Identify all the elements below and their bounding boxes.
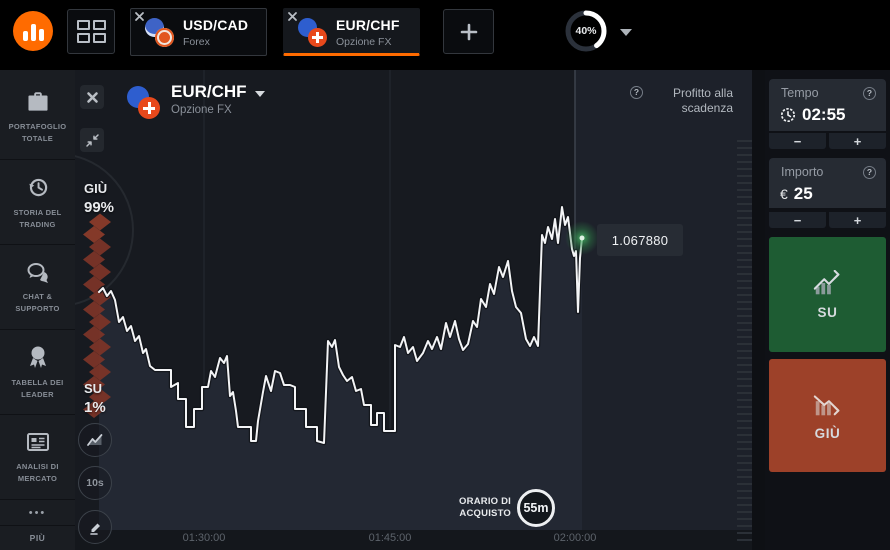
tempo-box[interactable]: Tempo ? 02:55 [769,79,886,131]
sentiment-up-label: SU [84,381,103,396]
tempo-plus-button[interactable]: + [829,133,886,149]
gauge-dropdown-icon[interactable] [620,29,632,36]
importo-plus-button[interactable]: + [829,212,886,228]
profit-note-text: Profitto alla scadenza [672,86,733,115]
sidebar-item-portafoglio[interactable]: PORTAFOGLIO TOTALE [0,75,75,160]
purchase-time-label: ORARIO DI ACQUISTO [459,495,511,519]
chart-scale-handle[interactable] [737,140,752,545]
sidebar-item-label: ANALISI DI MERCATO [16,462,59,483]
chart-area: 01:30:00 01:45:00 02:00:00 EUR/CHF Opzio… [75,70,765,550]
chat-icon [27,263,48,284]
tempo-label: Tempo [781,86,819,100]
sidebar: PORTAFOGLIO TOTALE STORIA DEL TRADING CH… [0,70,75,550]
trend-up-icon [813,269,839,294]
sidebar-item-label: CHAT & SUPPORTO [15,292,60,313]
tab-subtitle: Opzione FX [336,36,392,48]
chart-type-button[interactable] [78,423,112,457]
sidebar-item-label: STORIA DEL TRADING [13,208,62,229]
tab-title: USD/CAD [183,17,249,33]
close-tab-icon[interactable] [134,11,145,22]
profit-note: ? Profitto alla scadenza [630,86,733,116]
pair-selector[interactable]: EUR/CHF [171,82,265,102]
top-bar: USD/CAD Forex EUR/CHF Opzione FX 40% [0,0,890,70]
instrument-type-label: Opzione FX [171,104,232,116]
timeframe-button[interactable]: 10s [78,466,112,500]
time-tick: 02:00:00 [553,532,597,544]
sidebar-item-label: PORTAFOGLIO TOTALE [8,122,67,143]
sentiment-up: SU 1% [84,380,106,418]
importo-minus-button[interactable]: − [769,212,826,228]
gauge-ring-icon [565,10,607,52]
history-icon [28,179,47,197]
sidebar-item-storia[interactable]: STORIA DEL TRADING [0,160,75,245]
eurchf-flag-icon [127,86,161,120]
asset-tab-eurchf[interactable]: EUR/CHF Opzione FX [283,8,420,56]
sentiment-down: GIÙ 99% [84,180,114,218]
clock-icon [780,107,796,123]
help-icon[interactable]: ? [863,86,876,100]
briefcase-icon [27,92,48,111]
buy-down-button[interactable]: GIÙ [769,359,886,472]
importo-value: 25 [793,184,813,203]
chevron-down-icon [254,90,265,97]
purchase-time-marker: ORARIO DI ACQUISTO 55m [427,489,555,527]
time-tick: 01:30:00 [182,532,226,544]
sentiment-down-label: GIÙ [84,181,108,196]
trend-down-icon [813,394,839,415]
usdcad-flag-icon [145,18,175,48]
purchase-time-badge: 55m [517,489,555,527]
price-chart[interactable] [75,70,765,550]
sidebar-item-leader[interactable]: TABELLA DEI LEADER [0,330,75,415]
layout-grid-button[interactable] [67,9,115,54]
time-tick: 01:45:00 [368,532,412,544]
current-price-tag: 1.067880 [597,224,683,256]
help-icon[interactable]: ? [630,86,643,99]
importo-label: Importo [781,165,824,179]
close-tab-icon[interactable] [287,11,298,22]
importo-stepper: − + [769,212,886,228]
sidebar-more-label[interactable]: PIÙ [29,532,46,543]
sidebar-item-analisi[interactable]: ANALISI DI MERCATO [0,415,75,500]
time-axis [75,530,765,550]
sidebar-item-chat[interactable]: CHAT & SUPPORTO [0,245,75,330]
sentiment-up-value: 1% [84,398,106,416]
tempo-minus-button[interactable]: − [769,133,826,149]
plus-icon [460,23,477,40]
collapse-icon [85,133,99,147]
eurchf-flag-icon [298,18,328,48]
currency-symbol: € [780,186,788,202]
profit-gauge[interactable]: 40% [563,8,609,54]
collapse-chart-button[interactable] [80,128,104,152]
chart-type-icon [87,434,103,446]
sidebar-item-label: TABELLA DEI LEADER [11,378,64,399]
close-chart-button[interactable] [80,85,104,109]
buy-up-label: SU [817,304,838,320]
sidebar-more-dots[interactable]: ••• [0,500,75,526]
panel-gap [752,70,765,550]
help-icon[interactable]: ? [863,165,876,179]
news-icon [26,433,49,452]
tab-subtitle: Forex [183,36,210,48]
tempo-stepper: − + [769,133,886,149]
tab-title: EUR/CHF [336,17,400,33]
asset-tab-usdcad[interactable]: USD/CAD Forex [130,8,267,56]
pair-name: EUR/CHF [171,82,247,101]
draw-tool-button[interactable] [78,510,112,544]
tempo-value: 02:55 [802,105,846,124]
gauge-percent: 40% [575,25,597,37]
add-asset-button[interactable] [443,9,494,54]
app-logo-icon[interactable] [13,11,53,51]
trade-panel: Tempo ? 02:55 − + Importo ? € 25 [765,70,890,550]
sentiment-down-value: 99% [84,198,115,216]
buy-up-button[interactable]: SU [769,237,886,352]
medal-icon [29,346,46,369]
importo-box[interactable]: Importo ? € 25 [769,158,886,208]
buy-down-label: GIÙ [814,425,841,441]
grid-icon [76,20,90,30]
pencil-icon [89,523,100,535]
close-icon [86,91,98,103]
